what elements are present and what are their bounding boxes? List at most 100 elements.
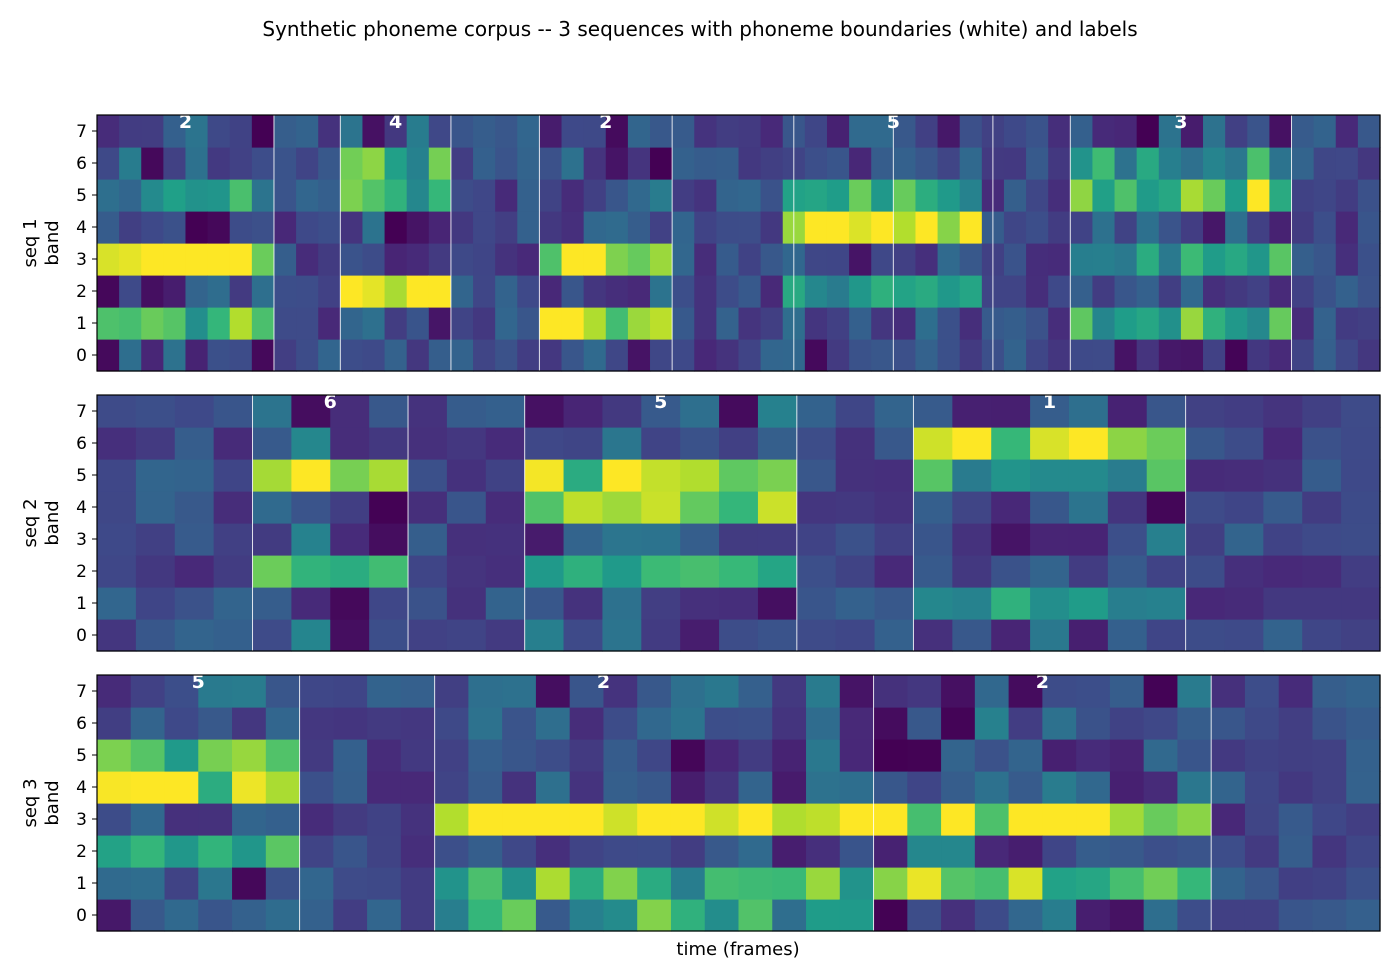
heatmap-cell: [1341, 427, 1381, 460]
heatmap-cell: [1225, 307, 1248, 340]
heatmap-cell: [913, 459, 953, 492]
heatmap-cell: [605, 115, 629, 148]
heatmap-cell: [1068, 459, 1109, 492]
heatmap-cell: [434, 803, 469, 836]
heatmap-cell: [602, 587, 642, 620]
heatmap-cell: [174, 491, 215, 524]
y-tick-label: 7: [76, 402, 87, 422]
axes-frame: [96, 674, 1381, 932]
heatmap-cell: [1278, 707, 1314, 740]
heatmap-cell: [318, 307, 341, 340]
heatmap-cell: [937, 115, 961, 148]
heatmap-cell: [318, 179, 341, 212]
heatmap-cell: [959, 339, 983, 372]
heatmap-cell: [524, 427, 565, 460]
heatmap-cell: [362, 307, 386, 340]
heatmap-cell: [835, 491, 876, 524]
heatmap-cell: [719, 395, 759, 428]
heatmap-cell: [535, 899, 571, 932]
heatmap-cell: [704, 739, 740, 772]
heatmap-cell: [485, 459, 526, 492]
heatmap-cell: [330, 555, 370, 588]
heatmap-cell: [164, 899, 199, 932]
heatmap-cell: [893, 147, 917, 180]
heatmap-cell: [849, 211, 872, 244]
heatmap-cell: [502, 899, 537, 932]
heatmap-cell: [1269, 339, 1293, 372]
heatmap-cell: [1109, 739, 1145, 772]
heatmap-cell: [1203, 307, 1226, 340]
heatmap-cell: [941, 707, 976, 740]
heatmap-cell: [704, 835, 740, 868]
heatmap-cell: [913, 395, 953, 428]
heatmap-cell: [569, 835, 605, 868]
heatmap-cell: [384, 275, 408, 308]
heatmap-cell: [1269, 179, 1293, 212]
heatmap-cell: [1008, 899, 1043, 932]
y-tick-label: 0: [76, 906, 87, 926]
heatmap-cell: [1185, 427, 1226, 460]
heatmap-cell: [119, 307, 142, 340]
phoneme-label: 2: [179, 111, 192, 133]
axes-frame: [96, 114, 1381, 372]
heatmap-cell: [1070, 275, 1094, 308]
heatmap-cell: [1278, 675, 1314, 708]
heatmap-cell: [839, 771, 875, 804]
heatmap-cell: [1030, 523, 1070, 556]
heatmap-cell: [1211, 835, 1246, 868]
heatmap-cell: [408, 619, 448, 652]
heatmap-cell: [907, 707, 942, 740]
heatmap-cell: [893, 275, 917, 308]
heatmap-cell: [806, 835, 841, 868]
heatmap-cell: [719, 459, 759, 492]
heatmap-cell: [1158, 307, 1182, 340]
heatmap-cell: [450, 147, 474, 180]
heatmap-cell: [468, 771, 503, 804]
heatmap-cell: [450, 275, 474, 308]
heatmap-cell: [473, 147, 496, 180]
heatmap-cell: [367, 739, 402, 772]
heatmap-cell: [1109, 835, 1145, 868]
heatmap-cell: [605, 243, 629, 276]
heatmap-cell: [1278, 899, 1314, 932]
heatmap-cell: [1269, 147, 1293, 180]
heatmap-cell: [627, 147, 651, 180]
heatmap-cell: [207, 307, 231, 340]
heatmap-cell: [163, 147, 187, 180]
heatmap-cell: [716, 147, 740, 180]
heatmap-cell: [362, 275, 386, 308]
heatmap-cell: [502, 739, 537, 772]
heatmap-cell: [539, 115, 563, 148]
heatmap-cell: [1335, 179, 1359, 212]
heatmap-cell: [428, 307, 452, 340]
y-tick-label: 6: [76, 434, 87, 454]
heatmap-cell: [1070, 115, 1094, 148]
heatmap-cell: [1247, 307, 1270, 340]
heatmap-cell: [806, 899, 841, 932]
heatmap-cell: [1068, 523, 1109, 556]
heatmap-cell: [135, 619, 176, 652]
heatmap-cell: [1030, 619, 1070, 652]
heatmap-cell: [915, 275, 939, 308]
heatmap-cell: [428, 147, 452, 180]
heatmap-cell: [1244, 899, 1280, 932]
heatmap-cell: [637, 707, 672, 740]
heatmap-cell: [563, 555, 604, 588]
heatmap-cell: [1211, 707, 1246, 740]
heatmap-cell: [1114, 179, 1138, 212]
heatmap-cell: [849, 307, 872, 340]
heatmap-cell: [1203, 211, 1226, 244]
heatmap-cell: [291, 491, 331, 524]
heatmap-cell: [738, 675, 773, 708]
heatmap-cell: [362, 243, 386, 276]
heatmap-cell: [602, 619, 642, 652]
heatmap-cell: [1224, 587, 1264, 620]
heatmap-cell: [738, 147, 762, 180]
heatmap-cell: [672, 147, 695, 180]
heatmap-cell: [839, 739, 875, 772]
heatmap-cell: [583, 243, 607, 276]
heatmap-cell: [650, 275, 673, 308]
heatmap-cell: [185, 307, 209, 340]
heatmap-cell: [738, 275, 762, 308]
heatmap-cell: [1026, 307, 1049, 340]
